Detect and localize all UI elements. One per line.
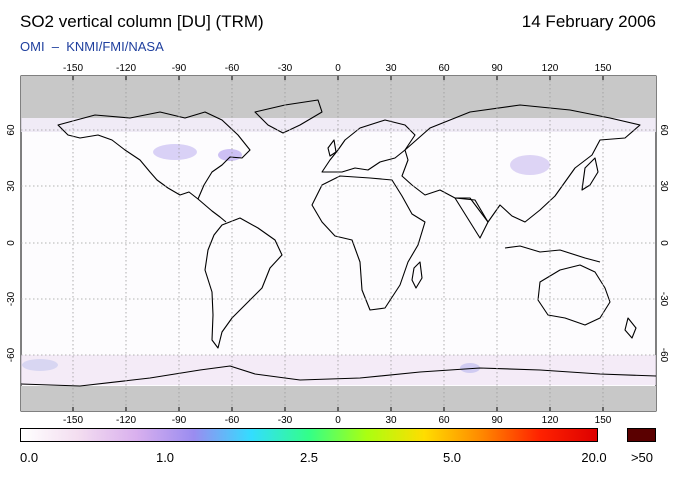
lon-label-top: -90 — [172, 63, 187, 74]
colorbar-overflow-label: >50 — [630, 450, 654, 465]
colorbar-label: 1.0 — [155, 450, 175, 465]
lat-label-left: -60 — [6, 347, 17, 362]
new-zealand-outline — [624, 317, 637, 339]
lat-label-right: 0 — [658, 240, 669, 246]
so2-patch — [153, 144, 197, 160]
lon-label-top: 150 — [595, 63, 612, 74]
colorbar-label: 5.0 — [442, 450, 462, 465]
so2-patch — [218, 149, 242, 161]
lon-label-bottom: 0 — [335, 415, 341, 426]
lon-label-top: -60 — [225, 63, 240, 74]
lon-label-bottom: 60 — [438, 415, 450, 426]
lat-label-right: 30 — [658, 180, 669, 192]
europe-outline — [321, 119, 416, 173]
so2-patch — [460, 363, 480, 373]
lon-label-bottom: -120 — [116, 415, 136, 426]
antarctica-outline — [21, 365, 656, 387]
lat-label-left: 30 — [6, 180, 17, 192]
lat-label-right: -60 — [658, 348, 669, 363]
lon-label-top: 90 — [491, 63, 503, 74]
lon-label-bottom: -90 — [172, 415, 187, 426]
lon-label-top: 60 — [438, 63, 450, 74]
noise-band-south — [21, 355, 656, 385]
lon-label-top: -30 — [278, 63, 293, 74]
colorbar-label: 0.0 — [20, 450, 39, 465]
lat-label-right: 60 — [658, 124, 669, 136]
australia-outline — [537, 264, 611, 326]
colorbar-label: 20.0 — [581, 450, 607, 465]
asia-outline — [401, 104, 641, 223]
colorbar — [20, 428, 598, 442]
india-outline — [454, 197, 489, 239]
so2-patch — [510, 155, 550, 175]
lon-label-top: -120 — [116, 63, 136, 74]
no-data-south — [21, 386, 656, 411]
no-data-north — [21, 76, 656, 118]
tick-marks — [72, 76, 604, 411]
britain-outline — [327, 139, 337, 157]
lon-label-bottom: 150 — [595, 415, 612, 426]
lon-label-top: -150 — [63, 63, 83, 74]
central-america-outline — [197, 198, 227, 223]
colorbar-label: 2.5 — [299, 450, 319, 465]
colorbar-overflow-swatch — [627, 428, 656, 442]
lon-label-bottom: 90 — [491, 415, 503, 426]
graticule — [21, 76, 656, 411]
south-america-outline — [204, 217, 283, 349]
lon-label-bottom: 30 — [385, 415, 397, 426]
lat-label-right: -30 — [658, 292, 669, 307]
lon-label-bottom: -60 — [225, 415, 240, 426]
map-title: SO2 vertical column [DU] (TRM) — [20, 12, 264, 31]
greenland-outline — [254, 99, 323, 134]
lon-label-top: 120 — [542, 63, 559, 74]
lon-label-bottom: 120 — [542, 415, 559, 426]
lon-label-top: 30 — [385, 63, 397, 74]
north-america-outline — [57, 111, 251, 200]
lon-label-bottom: -30 — [278, 415, 293, 426]
madagascar-outline — [411, 261, 423, 289]
lat-label-left: 60 — [6, 124, 17, 136]
africa-outline — [311, 175, 426, 311]
lon-label-bottom: -150 — [63, 415, 83, 426]
map-date: 14 February 2006 — [521, 12, 656, 31]
lon-label-top: 0 — [335, 63, 341, 74]
indonesia-outline — [504, 245, 601, 263]
credit-line: OMI – KNMI/FMI/NASA — [20, 39, 164, 54]
so2-patch — [22, 359, 58, 371]
lat-label-left: 0 — [6, 240, 17, 246]
lat-label-left: -30 — [6, 291, 17, 306]
